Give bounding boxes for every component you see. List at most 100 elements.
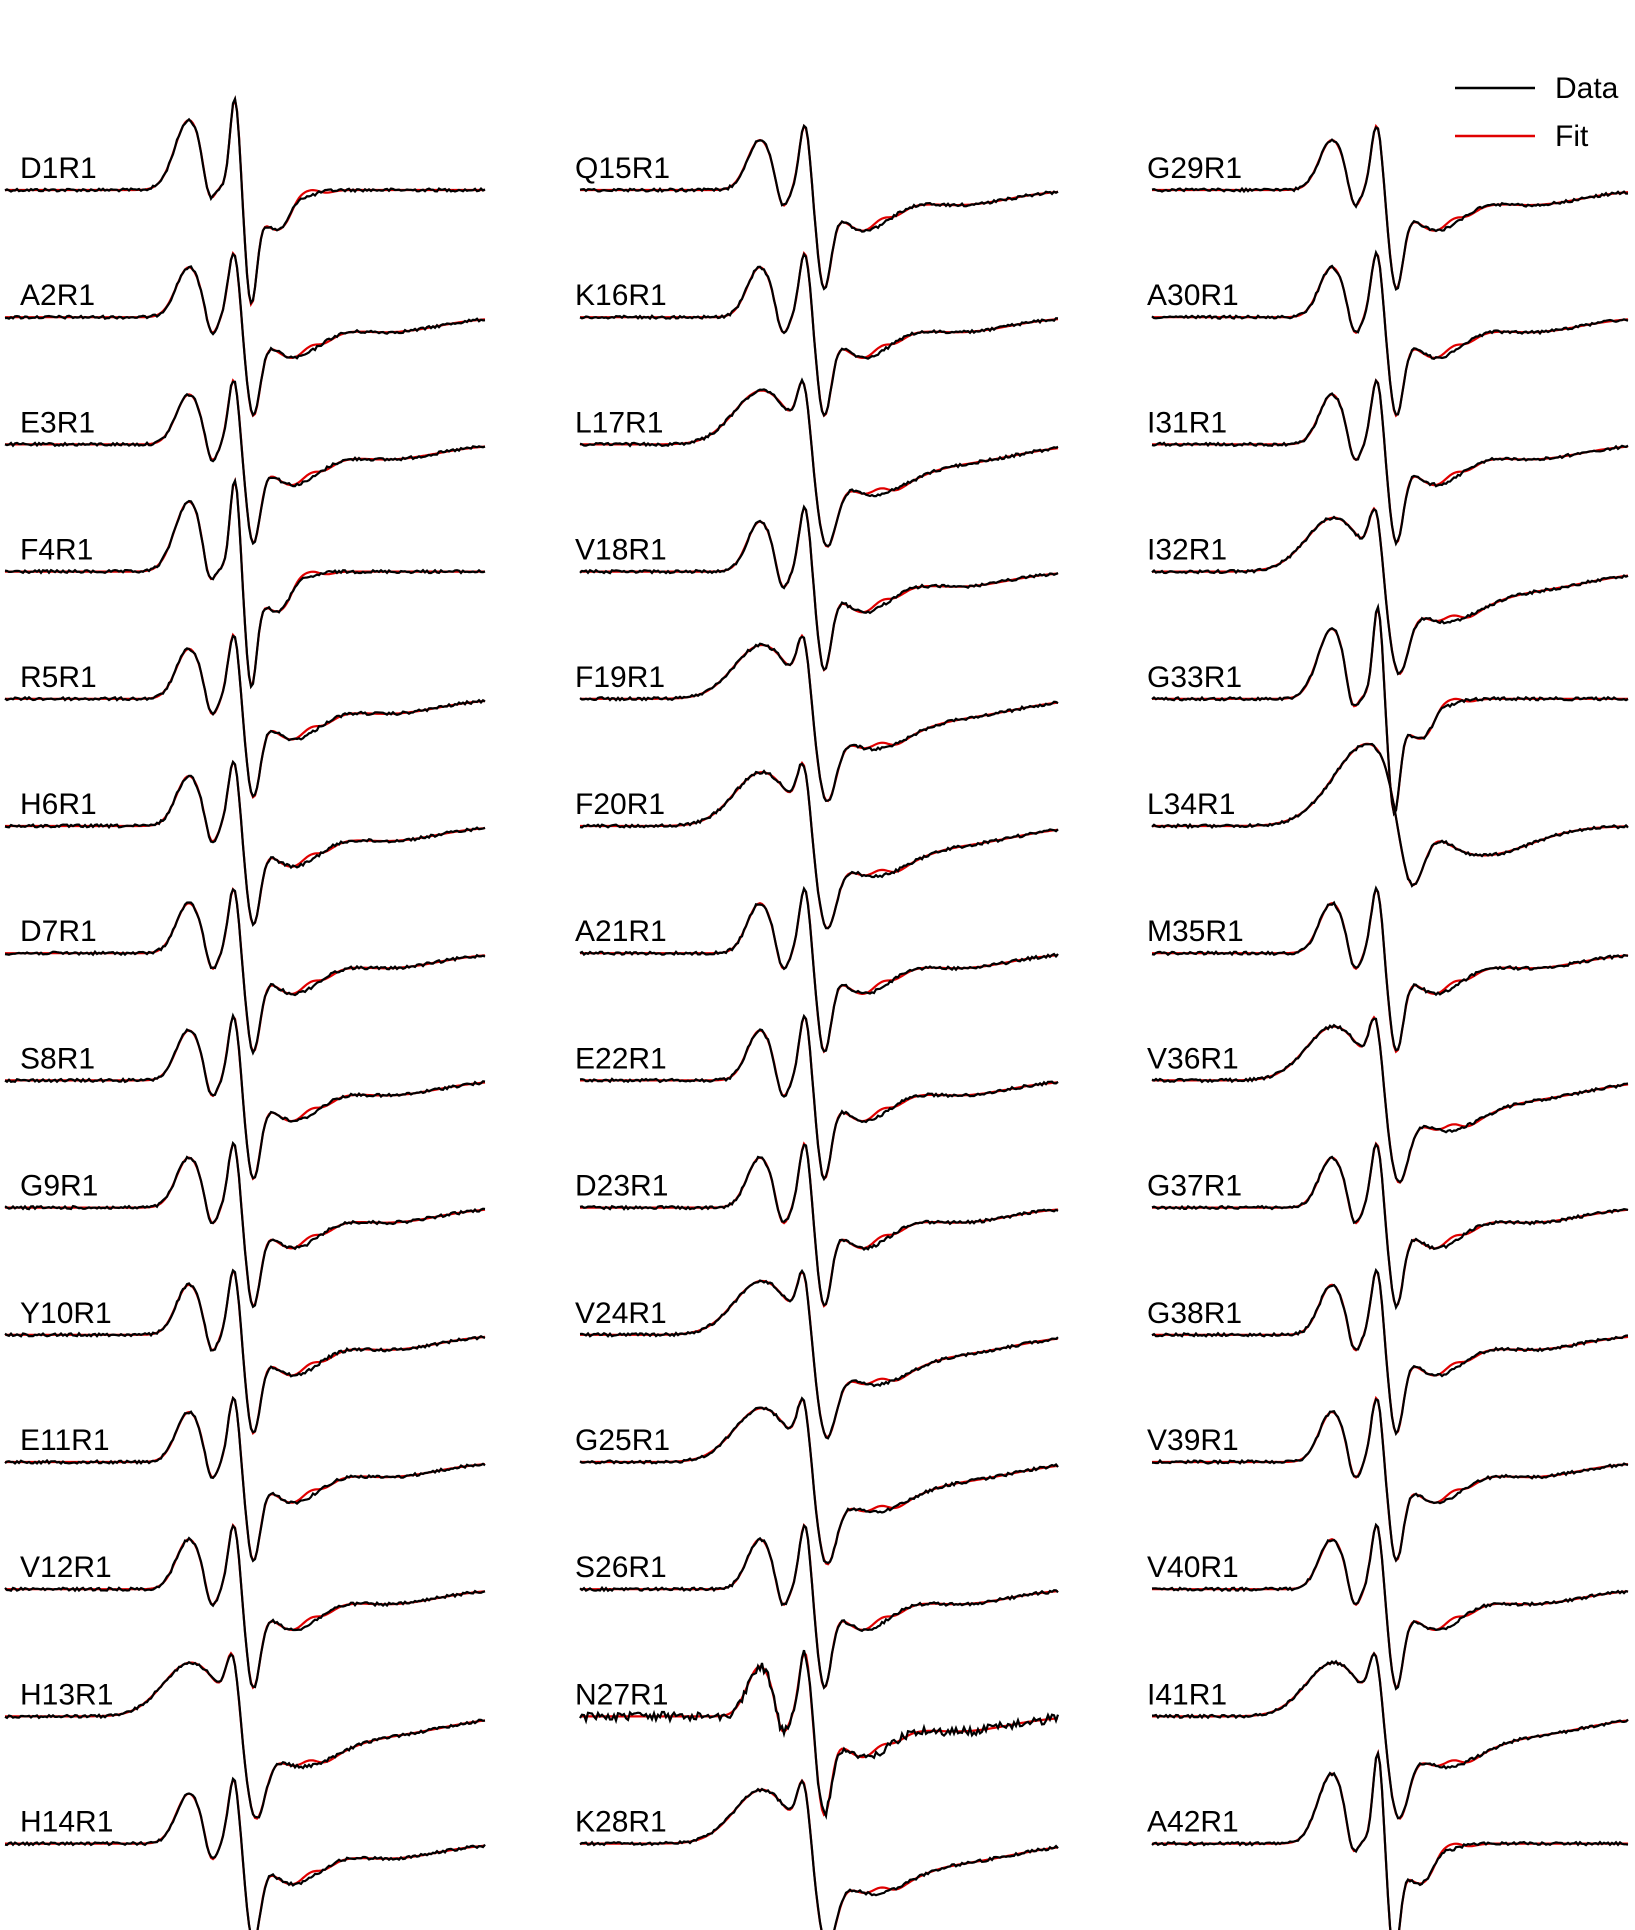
data-trace [4,1395,486,1563]
data-trace [1151,1142,1629,1311]
spectrum-label: D23R1 [575,1170,668,1203]
spectrum-panel: A21R1 [575,885,1059,1054]
spectrum-panel: D23R1 [575,1141,1059,1308]
data-trace [579,1268,1059,1440]
data-trace [1151,1749,1629,1930]
spectrum-label: H6R1 [20,788,97,821]
spectrum-panel: R5R1 [4,632,486,800]
spectrum-label: E22R1 [575,1042,667,1075]
spectrum-panel: A42R1 [1147,1748,1629,1930]
spectrum-panel: E11R1 [4,1395,486,1563]
spectrum-label: I32R1 [1147,534,1227,567]
data-trace [579,762,1059,930]
data-trace [579,1396,1059,1565]
data-trace [1151,885,1629,1052]
data-trace [1151,126,1629,291]
fit-trace [1152,1395,1629,1563]
spectrum-panel: A2R1 [4,251,486,418]
fit-trace [5,1395,486,1563]
spectrum-label: V40R1 [1147,1551,1239,1584]
spectrum-panel: S26R1 [575,1523,1059,1690]
data-trace [579,635,1059,803]
spectrum-panel: E3R1 [4,378,486,546]
spectrum-label: E3R1 [20,406,95,439]
fit-trace [5,1523,486,1690]
fit-trace [5,1141,486,1308]
data-trace [579,885,1059,1053]
spectrum-panel: F20R1 [575,760,1059,930]
spectrum-panel: G29R1 [1147,123,1629,291]
data-trace [4,759,486,928]
spectrum-label: S8R1 [20,1042,95,1075]
spectrum-panel: V39R1 [1147,1395,1629,1563]
spectrum-panel: F4R1 [4,476,486,690]
spectrum-panel: M35R1 [1147,885,1629,1054]
spectrum-panel: Q15R1 [575,123,1059,291]
spectrum-panel: V36R1 [1147,1015,1629,1184]
spectra-panels: D1R1 A2R1 E3R1 F4R1 R5R1 H6R1 D7R1 S8R1 G9R1 Y10R… [4,95,1629,1930]
data-trace [4,1523,486,1689]
spectrum-label: L17R1 [575,406,663,439]
spectrum-label: K16R1 [575,279,667,312]
spectrum-label: R5R1 [20,661,97,694]
data-trace [579,1013,1059,1182]
fit-trace [1152,378,1629,545]
fit-trace [5,632,486,800]
spectrum-label: H13R1 [20,1678,113,1711]
spectrum-panel: I41R1 [1147,1651,1629,1820]
data-trace [4,1652,486,1819]
data-trace [1151,1267,1629,1437]
spectrum-label: A21R1 [575,915,667,948]
data-trace [1151,378,1629,547]
spectrum-panel: A30R1 [1147,249,1629,418]
spectrum-panel: K28R1 [575,1778,1059,1930]
data-trace [4,887,486,1056]
fit-trace [1152,1141,1629,1308]
data-trace [4,1012,486,1180]
fit-trace [5,476,485,689]
spectrum-label: G37R1 [1147,1170,1242,1203]
spectrum-panel: K16R1 [575,251,1059,418]
spectrum-label: G33R1 [1147,661,1242,694]
spectrum-label: A2R1 [20,279,95,312]
spectrum-panel: E22R1 [575,1013,1059,1182]
spectrum-label: V18R1 [575,534,667,567]
spectrum-label: E11R1 [20,1424,110,1457]
spectrum-label: A30R1 [1147,279,1239,312]
spectrum-panel: L17R1 [575,377,1059,548]
spectrum-panel: G9R1 [4,1140,486,1309]
spectrum-panel: I31R1 [1147,378,1629,547]
data-trace [579,1649,1060,1821]
data-trace [4,1776,486,1930]
spectrum-label: I41R1 [1147,1678,1227,1711]
spectrum-panel: G38R1 [1147,1267,1629,1437]
spectrum-panel: V18R1 [575,504,1059,672]
spectrum-label: G25R1 [575,1424,670,1457]
data-trace [579,377,1059,548]
spectrum-panel: H14R1 [4,1776,486,1930]
fit-trace [5,378,486,545]
data-trace [1151,249,1629,416]
spectrum-label: F19R1 [575,661,665,694]
legend-data-label: Data [1555,72,1619,105]
data-trace [579,1778,1059,1930]
fit-trace [5,95,485,308]
spectrum-label: D7R1 [20,915,97,948]
data-trace [4,634,486,799]
spectrum-panel: H13R1 [4,1651,486,1820]
data-trace [1151,742,1629,888]
data-trace [579,1523,1059,1690]
spectrum-panel: D7R1 [4,887,486,1056]
spectrum-label: G38R1 [1147,1297,1242,1330]
spectrum-panel: I32R1 [1147,506,1629,676]
data-trace [1151,1522,1629,1691]
spectrum-panel: D1R1 [4,95,486,308]
spectrum-label: F20R1 [575,788,665,821]
spectrum-panel: V24R1 [575,1268,1059,1440]
spectrum-label: V39R1 [1147,1424,1239,1457]
fit-trace [1152,251,1629,418]
data-trace [4,95,486,306]
spectrum-label: N27R1 [575,1678,668,1711]
spectrum-label: H14R1 [20,1806,113,1839]
spectrum-panel: S8R1 [4,1012,486,1181]
